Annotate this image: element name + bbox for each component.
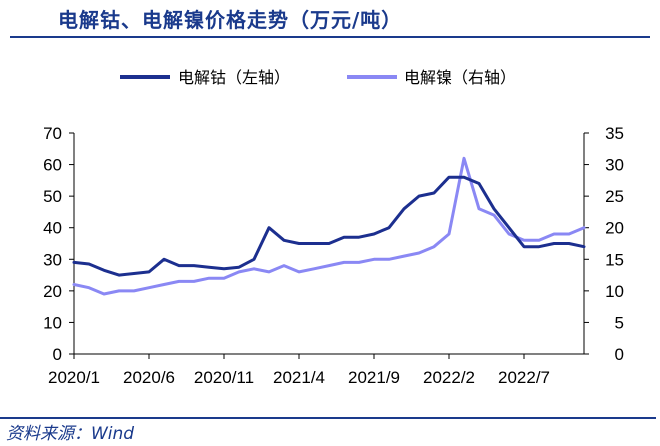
y-left-tick-label: 10 bbox=[43, 313, 62, 332]
y-right-tick-label: 35 bbox=[605, 124, 624, 143]
series-line-cobalt bbox=[72, 175, 586, 277]
y-right-tick-label: 10 bbox=[605, 282, 624, 301]
y-right-tick-label: 30 bbox=[605, 156, 624, 175]
series-line-nickel bbox=[72, 156, 586, 296]
x-tick-label: 2020/1 bbox=[48, 368, 100, 387]
y-left-tick-label: 70 bbox=[43, 124, 62, 143]
x-tick-label: 2021/9 bbox=[348, 368, 400, 387]
x-tick-label: 2020/6 bbox=[123, 368, 175, 387]
x-tick-label: 2022/2 bbox=[423, 368, 475, 387]
y-left-tick-label: 50 bbox=[43, 187, 62, 206]
y-right-tick-label: 0 bbox=[615, 345, 624, 364]
y-left-tick-label: 0 bbox=[53, 345, 62, 364]
y-left-tick-label: 20 bbox=[43, 282, 62, 301]
x-tick-label: 2022/7 bbox=[498, 368, 550, 387]
y-left-tick-label: 30 bbox=[43, 250, 62, 269]
y-right-tick-label: 15 bbox=[605, 250, 624, 269]
legend-label-nickel: 电解镍（右轴） bbox=[404, 68, 516, 87]
source-note: 资料来源：Wind bbox=[6, 424, 135, 444]
footer-rule bbox=[0, 417, 656, 419]
y-left-tick-label: 60 bbox=[43, 156, 62, 175]
y-right-tick-label: 25 bbox=[605, 187, 624, 206]
y-left-tick-label: 40 bbox=[43, 219, 62, 238]
x-tick-label: 2020/11 bbox=[194, 368, 254, 387]
y-right-tick-label: 20 bbox=[605, 219, 624, 238]
title-rule bbox=[10, 36, 650, 38]
y-right-tick-label: 5 bbox=[615, 313, 624, 332]
legend-label-cobalt: 电解钴（左轴） bbox=[178, 68, 290, 87]
chart-title: 电解钴、电解镍价格走势（万元/吨） bbox=[58, 8, 403, 32]
x-tick-label: 2021/4 bbox=[273, 368, 325, 387]
